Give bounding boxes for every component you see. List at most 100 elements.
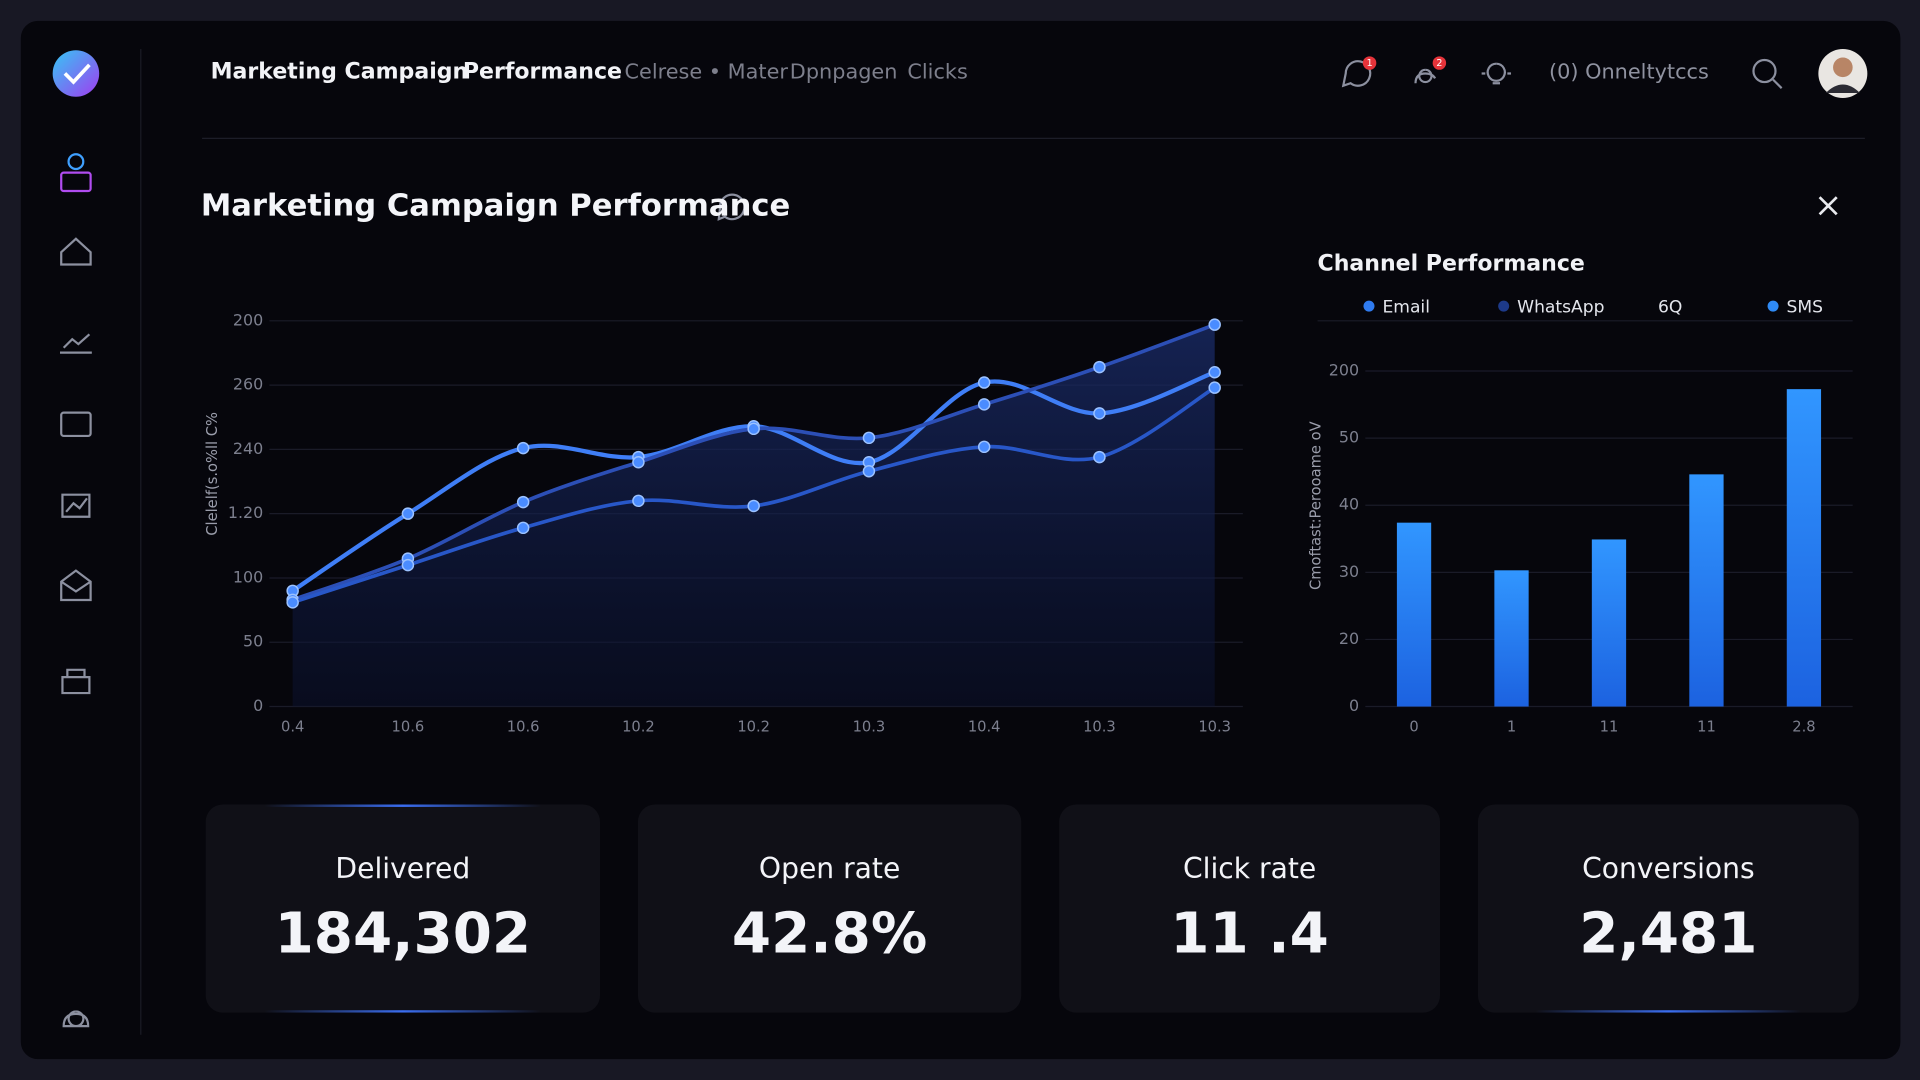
x-tick-label: 10.6 — [507, 718, 540, 735]
legend-swatch — [1363, 300, 1375, 312]
y-tick-label: 50 — [1339, 428, 1359, 447]
idea-icon[interactable] — [1481, 62, 1512, 85]
nav-icon-kit[interactable] — [61, 668, 91, 695]
bar — [1689, 474, 1724, 707]
legend-label: WhatsApp — [1517, 297, 1604, 317]
x-tick-label: 1 — [1507, 718, 1516, 735]
y-tick-label: 260 — [233, 375, 263, 394]
y-tick-label: 20 — [1339, 629, 1359, 648]
page-title: Marketing Campaign Performance — [200, 187, 791, 223]
y-tick-label: 200 — [233, 310, 263, 329]
refresh-icon[interactable] — [717, 193, 746, 221]
marker — [516, 441, 530, 455]
nav-primary[interactable]: Performance — [462, 58, 622, 85]
nav-icon-active[interactable] — [60, 153, 92, 193]
bar — [1786, 389, 1822, 707]
chart-title: Channel Performance — [1318, 251, 1585, 276]
marker — [401, 558, 415, 572]
x-tick-label: 0 — [1409, 718, 1418, 735]
logo[interactable] — [52, 50, 100, 97]
nav-secondary[interactable]: Celrese • Mater — [624, 60, 788, 85]
search-icon[interactable] — [1752, 58, 1777, 84]
users-icon[interactable] — [1414, 68, 1437, 84]
nav-icon-home[interactable] — [60, 237, 92, 266]
x-tick-label: 11 — [1697, 718, 1716, 735]
nav-icon-inbox[interactable] — [60, 411, 92, 438]
y-axis-label: Clelelf(s.o%ll C% — [204, 412, 221, 536]
kpi-label: Open rate — [758, 853, 901, 886]
nav-icon-report[interactable] — [61, 493, 91, 518]
nav-icon-trend[interactable] — [60, 333, 92, 354]
marker — [516, 521, 530, 535]
marker — [747, 499, 760, 513]
marker — [286, 596, 299, 609]
kpi-card: Delivered 184,302 — [205, 804, 601, 1013]
badge: 2 — [1432, 56, 1447, 70]
kpi-label: Click rate — [1182, 853, 1317, 886]
status-text[interactable]: (0) Onneltytccs — [1548, 60, 1709, 85]
y-tick-label: 50 — [243, 632, 263, 651]
nav-icon-profile[interactable] — [62, 1010, 90, 1028]
kpi-label: Conversions — [1582, 853, 1755, 886]
marker — [977, 376, 991, 389]
y-tick-label: 1.20 — [228, 503, 263, 522]
bar — [1591, 539, 1627, 707]
kpi-card: Conversions 2,481 — [1477, 804, 1859, 1013]
nav-icon-mail[interactable] — [60, 569, 92, 602]
x-tick-label: 0.4 — [281, 718, 304, 735]
kpi-value: 184,302 — [274, 900, 532, 967]
x-tick-label: 11 — [1600, 718, 1619, 735]
marker — [1208, 381, 1221, 394]
y-tick-label: 30 — [1339, 562, 1359, 581]
marker — [632, 456, 645, 469]
x-tick-label: 10.6 — [392, 718, 425, 735]
marker — [1208, 366, 1221, 379]
marker — [516, 495, 530, 509]
marker — [632, 494, 645, 508]
logo-check — [63, 63, 91, 85]
nav-primary[interactable]: Marketing Campaign — [210, 58, 469, 85]
legend-label: Email — [1382, 297, 1430, 317]
x-tick-label: 2.8 — [1792, 718, 1815, 735]
x-tick-label: 10.3 — [853, 718, 886, 735]
kpi-card: Click rate 11 .4 — [1059, 804, 1441, 1013]
x-tick-label: 10.2 — [737, 718, 770, 735]
nav-secondary[interactable]: Dpnpagen — [789, 60, 898, 85]
legend-swatch — [1498, 300, 1510, 312]
y-tick-label: 240 — [233, 439, 263, 458]
card-glow — [1535, 1010, 1802, 1013]
marker — [1093, 450, 1106, 464]
bar — [1396, 522, 1432, 707]
x-tick-label: 10.3 — [1083, 718, 1116, 735]
legend-label: SMS — [1787, 297, 1824, 317]
kpi-value: 2,481 — [1579, 900, 1758, 967]
y-tick-label: 40 — [1339, 495, 1359, 514]
nav-secondary[interactable]: Clicks — [907, 60, 968, 85]
kpi-label: Delivered — [335, 853, 471, 886]
kpi-card: Open rate 42.8% — [637, 804, 1022, 1013]
x-tick-label: 10.3 — [1198, 718, 1231, 735]
close-icon[interactable] — [1818, 196, 1838, 216]
badge: 1 — [1362, 56, 1377, 70]
chat-icon[interactable] — [1341, 60, 1372, 88]
avatar-face — [1833, 57, 1853, 78]
avatar-body — [1825, 84, 1861, 94]
marker — [401, 507, 415, 520]
marker — [977, 398, 991, 411]
card-glow — [264, 1010, 541, 1013]
y-tick-label: 200 — [1329, 361, 1359, 380]
y-tick-label: 0 — [1349, 696, 1359, 715]
marker — [862, 465, 876, 478]
y-tick-label: 100 — [233, 567, 263, 586]
marker — [1208, 318, 1221, 331]
marker — [977, 440, 991, 454]
card-glow — [264, 804, 541, 807]
marker — [1093, 360, 1106, 374]
bar — [1494, 570, 1529, 707]
x-tick-label: 10.4 — [968, 718, 1001, 735]
